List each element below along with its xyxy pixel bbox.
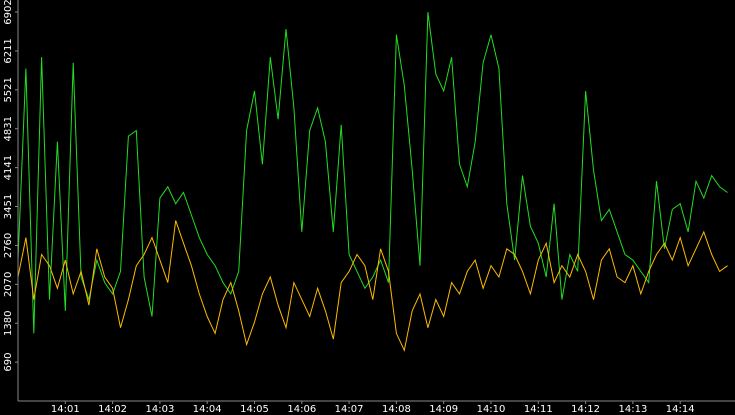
y-tick-label: 2070 — [3, 272, 14, 297]
y-tick-label: 5521 — [3, 77, 14, 102]
x-tick-label: 14:14 — [666, 404, 695, 415]
x-tick-label: 14:07 — [335, 404, 364, 415]
data-line — [17, 220, 728, 352]
x-tick-label: 14:05 — [240, 404, 269, 415]
y-tick-label: 690 — [3, 353, 14, 372]
x-tick-label: 14:02 — [98, 404, 127, 415]
x-tick-label: 14:09 — [429, 404, 458, 415]
x-tick-label: 14:12 — [571, 404, 600, 415]
y-tick-label: 3451 — [3, 194, 14, 219]
x-tick-label: 14:08 — [382, 404, 411, 415]
data-line — [17, 12, 728, 334]
x-tick-label: 14:03 — [145, 404, 174, 415]
y-tick-label: 4831 — [3, 116, 14, 141]
x-tick-label: 14:06 — [287, 404, 316, 415]
x-tick-label: 14:13 — [618, 404, 647, 415]
x-tick-label: 14:01 — [51, 404, 80, 415]
y-tick-label: 6211 — [3, 38, 14, 63]
x-tick-label: 14:11 — [524, 404, 553, 415]
y-tick-label: 2760 — [3, 233, 14, 258]
x-tick-label: 14:04 — [193, 404, 222, 415]
x-tick-label: 14:10 — [477, 404, 506, 415]
y-tick-label: 6902 — [3, 0, 14, 25]
y-tick-label: 4141 — [3, 155, 14, 180]
y-tick-label: 1380 — [3, 310, 14, 335]
